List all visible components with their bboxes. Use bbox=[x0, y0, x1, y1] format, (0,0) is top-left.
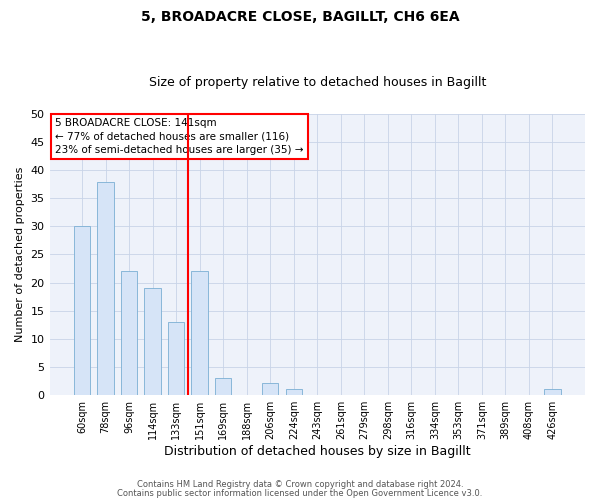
Y-axis label: Number of detached properties: Number of detached properties bbox=[15, 167, 25, 342]
Bar bbox=[145, 288, 161, 395]
Title: Size of property relative to detached houses in Bagillt: Size of property relative to detached ho… bbox=[149, 76, 486, 90]
Text: 5 BROADACRE CLOSE: 141sqm
← 77% of detached houses are smaller (116)
23% of semi: 5 BROADACRE CLOSE: 141sqm ← 77% of detac… bbox=[55, 118, 304, 155]
Bar bbox=[544, 389, 560, 394]
Text: Contains HM Land Registry data © Crown copyright and database right 2024.: Contains HM Land Registry data © Crown c… bbox=[137, 480, 463, 489]
Bar bbox=[262, 384, 278, 394]
Bar bbox=[97, 182, 114, 394]
X-axis label: Distribution of detached houses by size in Bagillt: Distribution of detached houses by size … bbox=[164, 444, 470, 458]
Bar bbox=[286, 389, 302, 394]
Bar bbox=[215, 378, 232, 394]
Bar bbox=[191, 272, 208, 394]
Bar bbox=[121, 272, 137, 394]
Bar bbox=[74, 226, 91, 394]
Bar bbox=[168, 322, 184, 394]
Text: Contains public sector information licensed under the Open Government Licence v3: Contains public sector information licen… bbox=[118, 488, 482, 498]
Text: 5, BROADACRE CLOSE, BAGILLT, CH6 6EA: 5, BROADACRE CLOSE, BAGILLT, CH6 6EA bbox=[140, 10, 460, 24]
